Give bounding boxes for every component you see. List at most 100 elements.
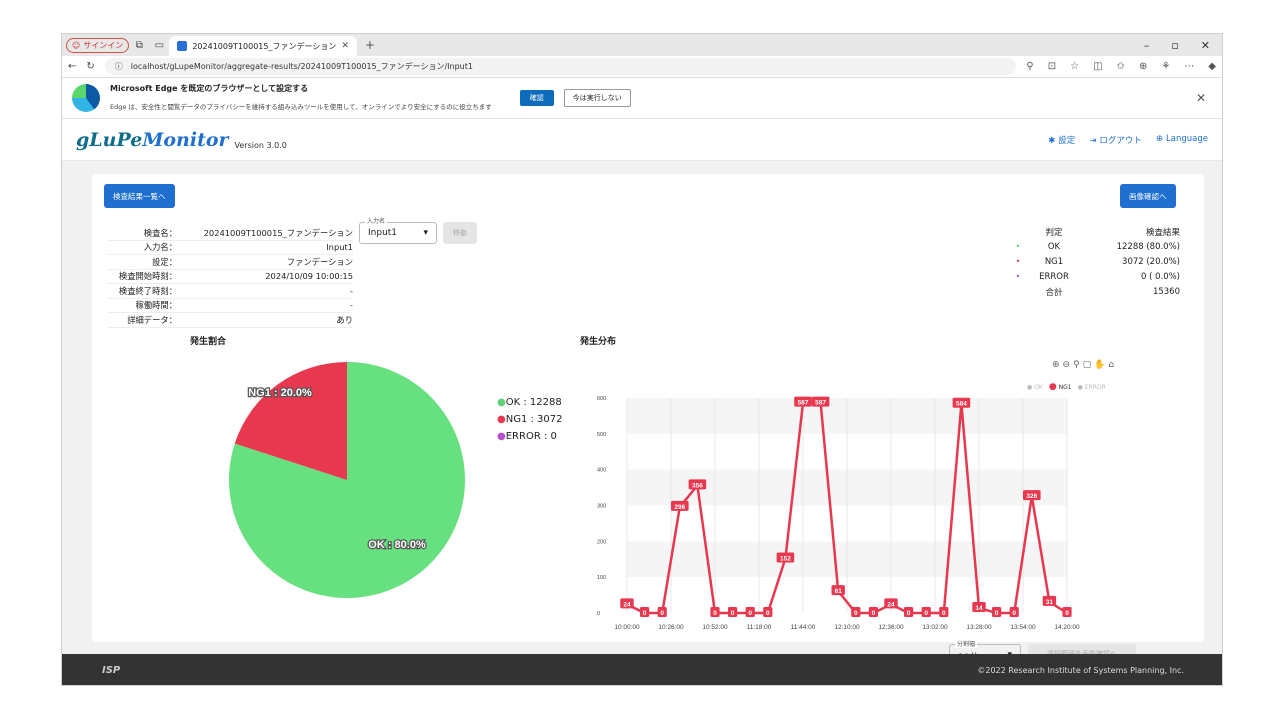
data-label: 0 [907,610,911,617]
data-label: 296 [674,504,685,511]
data-point[interactable]: 0 [921,607,931,617]
settings-link[interactable]: ✱ 設定 [1048,135,1076,146]
data-point-marker [620,598,634,609]
info-icon[interactable]: ⓘ [114,62,123,71]
new-tab-button[interactable]: + [364,38,375,52]
data-point[interactable]: 587 [811,396,830,407]
legend-ok[interactable]: ●OK : 12288 [497,397,562,408]
more-icon[interactable]: ⋯ [1184,61,1195,72]
url-field[interactable]: ⓘ localhost/gLupeMonitor/aggregate-resul… [104,58,1017,75]
extensions-icon[interactable]: ⚘ [1161,61,1171,72]
data-label: 0 [748,610,752,617]
data-point[interactable]: 0 [992,607,1002,617]
app-icon[interactable]: ⊡ [1047,61,1057,72]
language-link[interactable]: ⊕ Language [1155,133,1208,144]
info-row: 詳細データ： あり [107,313,353,328]
data-point[interactable]: 296 [671,500,689,511]
data-point[interactable]: 0 [939,607,949,617]
workspaces-icon[interactable]: ⧉ [135,39,143,51]
data-point[interactable]: 356 [688,479,707,490]
data-point[interactable]: 0 [745,607,755,617]
close-icon[interactable]: ✕ [341,41,349,51]
back-icon[interactable]: ← [68,61,77,72]
y-tick-label: 500 [597,432,606,438]
not-now-button[interactable]: 今は実行しない [563,89,631,107]
move-button[interactable]: 移動 [443,222,477,244]
favicon-icon [177,41,188,51]
collections-icon[interactable]: ⊕ [1138,61,1148,72]
data-point[interactable]: 61 [831,585,845,596]
data-point[interactable]: 0 [851,607,861,617]
data-label: 0 [643,610,647,617]
data-point[interactable]: 0 [657,607,667,617]
select-icon[interactable]: ▢ [1082,360,1095,370]
data-point[interactable]: 587 [794,396,812,407]
zoom-in-icon[interactable]: ⊕ [1052,360,1063,370]
legend-error[interactable]: ●ERROR : 0 [497,431,557,442]
window-close-icon[interactable]: ✕ [1200,38,1210,52]
data-point[interactable]: 31 [1042,595,1057,606]
data-point-marker [904,607,914,617]
input-select[interactable]: Input1 ▾ [359,222,437,244]
logout-link[interactable]: ⇥ ログアウト [1089,135,1142,146]
data-point[interactable]: 0 [868,607,878,617]
copilot-icon[interactable]: ◆ [1208,61,1216,72]
line-legend-ng1[interactable]: ● NG1 [1048,382,1072,392]
zoom-icon[interactable]: ⚲ [1073,360,1083,370]
data-point[interactable]: 584 [952,397,971,408]
info-key: 入力名： [143,242,177,253]
minimize-icon[interactable]: – [1143,38,1150,52]
data-point[interactable]: 24 [620,598,634,609]
tab-actions-icon[interactable]: ▭ [154,39,165,51]
data-point[interactable]: 24 [884,598,898,609]
data-point[interactable]: 0 [1009,607,1019,617]
split-screen-icon[interactable]: ◫ [1093,61,1103,72]
data-point[interactable]: 0 [728,607,738,617]
banner-close-icon[interactable]: ✕ [1195,91,1206,105]
data-point[interactable]: 0 [710,607,720,617]
browser-window: ☺ サインイン ⧉ ▭ 20241009T100015_ファンデーション ✕ + … [61,33,1223,686]
pan-icon[interactable]: ✋ [1094,360,1109,370]
data-label: 0 [713,610,717,617]
restore-icon[interactable]: ▫ [1171,38,1179,52]
refresh-icon[interactable]: ↻ [86,61,95,72]
data-label: 587 [815,400,826,407]
judge-key: NG1 [1044,256,1064,267]
app-logo[interactable]: gLuPeMonitor [76,128,229,151]
line-legend-error[interactable]: ● ERROR [1077,383,1106,391]
back-to-list-button[interactable]: 検査結果一覧へ [104,184,175,208]
data-point[interactable]: 0 [640,607,650,617]
period-label: 分割幅 [955,639,978,648]
line-title: 発生分布 [580,337,617,347]
data-label: 0 [995,610,999,617]
data-point[interactable]: 0 [904,607,914,617]
data-point[interactable]: 0 [763,607,773,617]
data-point[interactable]: 326 [1023,490,1041,501]
judge-key: OK [1047,241,1061,252]
data-label: 0 [854,610,858,617]
data-point[interactable]: 0 [1062,607,1072,617]
signin-button[interactable]: ☺ サインイン [66,37,130,53]
data-point[interactable]: 14 [972,601,986,612]
image-check-button[interactable]: 画像確認へ [1120,184,1176,208]
info-key: 検査名： [143,227,177,238]
read-aloud-icon[interactable]: ⚲ [1026,61,1034,72]
data-point-marker [1009,607,1019,617]
favorite-star-icon[interactable]: ☆ [1070,61,1080,72]
line-legend-ok[interactable]: ● OK [1027,383,1043,391]
favorites-icon[interactable]: ✩ [1116,61,1125,72]
judge-value: 0 ( 0.0%) [1140,271,1180,282]
tab-active[interactable]: 20241009T100015_ファンデーション ✕ [169,36,357,56]
legend-ng1[interactable]: ●NG1 : 3072 [497,414,563,425]
home-icon[interactable]: ⌂ [1108,360,1118,370]
zoom-out-icon[interactable]: ⊖ [1062,360,1074,370]
tab-title: 20241009T100015_ファンデーション [192,41,337,51]
confirm-button[interactable]: 確認 [519,90,554,106]
data-point-marker [657,607,667,617]
info-value: あり [336,314,353,325]
data-point-marker [776,552,795,563]
data-point[interactable]: 152 [776,552,795,563]
data-point-marker [763,607,773,617]
y-tick-label: 300 [597,504,606,510]
pie-slice-ng1[interactable] [234,362,347,480]
